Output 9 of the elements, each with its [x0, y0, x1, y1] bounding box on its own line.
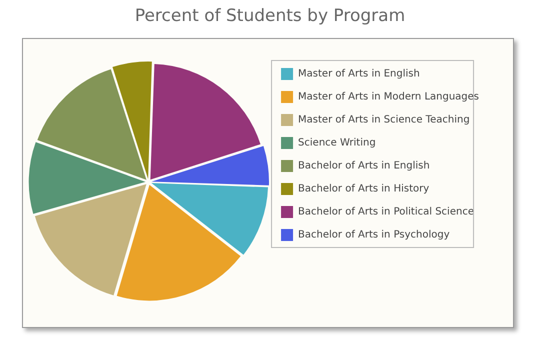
- legend-label: Bachelor of Arts in History: [298, 184, 430, 195]
- legend-label: Master of Arts in Science Teaching: [298, 114, 470, 126]
- legend-label: Bachelor of Arts in Political Science: [298, 206, 474, 218]
- legend-label: Bachelor of Arts in English: [298, 160, 430, 172]
- legend-label: Science Writing: [298, 138, 376, 149]
- legend-label: Master of Arts in Modern Languages: [298, 92, 480, 103]
- chart-title: Percent of Students by Program: [134, 6, 406, 26]
- legend-label: Bachelor of Arts in Psychology: [298, 230, 450, 241]
- legend-label: Master of Arts in English: [298, 68, 420, 80]
